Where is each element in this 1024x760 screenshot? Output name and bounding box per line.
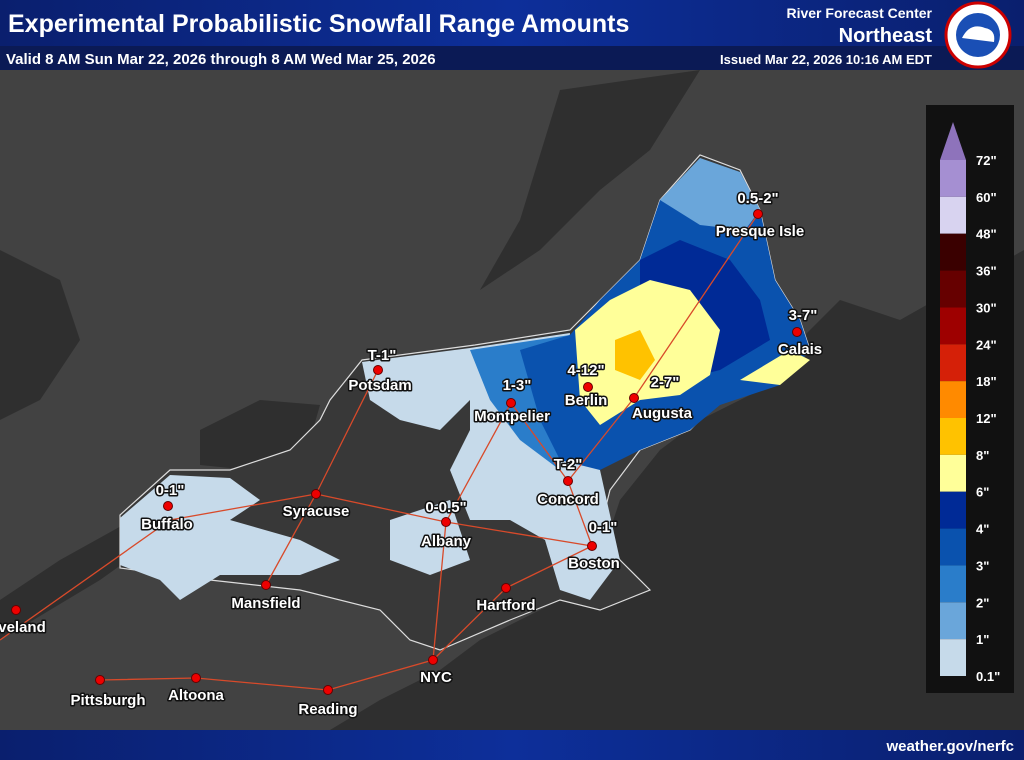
legend-swatch bbox=[940, 565, 966, 603]
range-label: 2-7" bbox=[651, 374, 680, 391]
range-label: T-2" bbox=[554, 456, 583, 473]
city-label: Augusta bbox=[632, 405, 693, 422]
legend-label: 0.1" bbox=[976, 669, 1000, 684]
city-label: Buffalo bbox=[141, 516, 193, 533]
snow-6-8 bbox=[740, 350, 810, 385]
city-label: Altoona bbox=[168, 687, 224, 704]
city-label: Pittsburgh bbox=[71, 692, 146, 709]
city-dot bbox=[11, 605, 21, 615]
legend-label: 8" bbox=[976, 448, 989, 463]
city-label: NYC bbox=[420, 669, 452, 686]
range-label: 3-7" bbox=[789, 307, 818, 324]
legend-label: 2" bbox=[976, 595, 989, 610]
range-label: 0-0.5" bbox=[425, 499, 466, 516]
legend-label: 1" bbox=[976, 632, 989, 647]
city-dot bbox=[583, 382, 593, 392]
legend-swatch bbox=[940, 528, 966, 566]
city-label: Mansfield bbox=[231, 595, 300, 612]
city-label: Calais bbox=[778, 341, 822, 358]
lake-ontario bbox=[200, 400, 320, 470]
city-dot bbox=[428, 655, 438, 665]
legend-label: 60" bbox=[976, 190, 997, 205]
city-label: Presque Isle bbox=[716, 223, 804, 240]
city-dot bbox=[629, 393, 639, 403]
valid-period: Valid 8 AM Sun Mar 22, 2026 through 8 AM… bbox=[6, 51, 436, 68]
legend-label: 4" bbox=[976, 522, 989, 537]
legend-label: 3" bbox=[976, 558, 989, 573]
legend-label: 72" bbox=[976, 153, 997, 168]
range-label: 0.5-2" bbox=[737, 190, 778, 207]
legend-swatch bbox=[940, 381, 966, 418]
city-dot bbox=[753, 209, 763, 219]
legend-top bbox=[940, 122, 966, 160]
city-label: Montpelier bbox=[474, 408, 550, 425]
range-label: 1-3" bbox=[503, 377, 532, 394]
valid-bar bbox=[0, 46, 1024, 70]
city-label: Boston bbox=[568, 555, 620, 572]
nws-logo-cloud bbox=[962, 26, 995, 42]
city-label: Potsdam bbox=[348, 377, 411, 394]
legend-label: 48" bbox=[976, 227, 997, 242]
legend-label: 6" bbox=[976, 485, 989, 500]
snow-light bbox=[120, 475, 340, 600]
city-dot bbox=[373, 365, 383, 375]
legend-swatch bbox=[940, 233, 966, 271]
range-label: 4-12" bbox=[567, 362, 604, 379]
city-label: Reading bbox=[298, 701, 357, 718]
city-dot bbox=[792, 327, 802, 337]
legend-box bbox=[926, 105, 1014, 693]
legend-swatch bbox=[940, 196, 966, 234]
city-label: Berlin bbox=[565, 392, 608, 409]
city-dot bbox=[501, 583, 511, 593]
issued: Issued Mar 22, 2026 10:16 AM EDT bbox=[720, 52, 932, 67]
legend-label: 12" bbox=[976, 411, 997, 426]
city-dot bbox=[441, 517, 451, 527]
snow-1-2 bbox=[660, 158, 760, 230]
city-label: Syracuse bbox=[283, 503, 350, 520]
range-label: 0-1" bbox=[589, 519, 618, 536]
legend-swatch bbox=[940, 602, 966, 640]
footer-bar bbox=[0, 730, 1024, 760]
legend-swatch bbox=[940, 418, 966, 455]
legend-label: 36" bbox=[976, 264, 997, 279]
office: River Forecast Center bbox=[786, 5, 932, 21]
city-label: Hartford bbox=[476, 597, 535, 614]
city-dot bbox=[506, 398, 516, 408]
legend-swatch bbox=[940, 454, 966, 492]
legend-label: 18" bbox=[976, 374, 997, 389]
st-lawrence bbox=[480, 70, 700, 290]
legend-swatch bbox=[940, 639, 966, 676]
title: Experimental Probabilistic Snowfall Rang… bbox=[8, 10, 629, 38]
city-dot bbox=[163, 501, 173, 511]
city-dot bbox=[311, 489, 321, 499]
city-label: Concord bbox=[537, 491, 599, 508]
legend-label: 24" bbox=[976, 337, 997, 352]
snow-8-12 bbox=[615, 330, 655, 380]
city-dot bbox=[191, 673, 201, 683]
city-dot bbox=[95, 675, 105, 685]
legend-swatch bbox=[940, 491, 966, 529]
city-label: veland bbox=[0, 619, 46, 636]
range-label: T-1" bbox=[368, 347, 397, 364]
snow-light bbox=[362, 348, 470, 430]
city-dot bbox=[261, 580, 271, 590]
city-dot bbox=[323, 685, 333, 695]
footer-url: weather.gov/nerfc bbox=[885, 738, 1014, 755]
legend-label: 30" bbox=[976, 300, 997, 315]
legend-swatch bbox=[940, 307, 966, 345]
legend-swatch bbox=[940, 270, 966, 308]
legend-swatch bbox=[940, 344, 966, 382]
city-dot bbox=[587, 541, 597, 551]
region: Northeast bbox=[839, 25, 933, 47]
snow-light bbox=[390, 500, 470, 575]
range-label: 0-1" bbox=[156, 482, 185, 499]
legend-swatch bbox=[940, 160, 966, 197]
header-bar bbox=[0, 0, 1024, 46]
lake-huron bbox=[0, 250, 80, 420]
city-label: Albany bbox=[421, 533, 472, 550]
city-dot bbox=[563, 476, 573, 486]
